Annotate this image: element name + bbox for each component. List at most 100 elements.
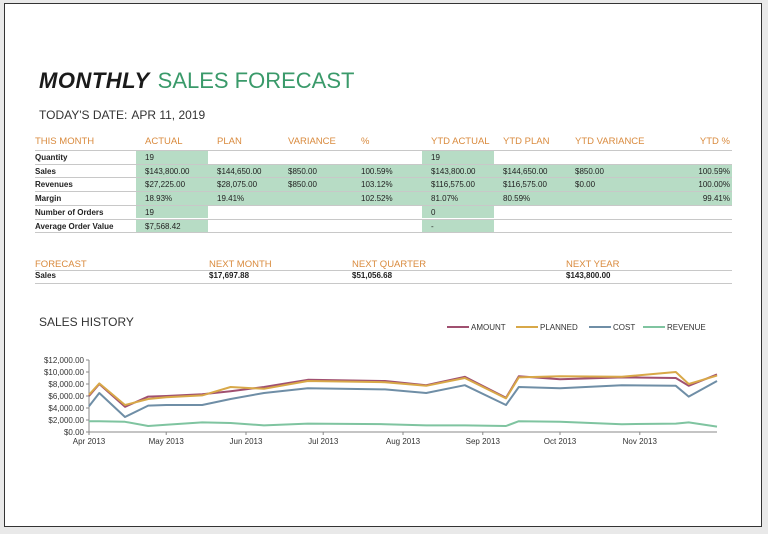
- table-cell: $850.00: [288, 166, 317, 176]
- cell-highlight: [136, 164, 208, 178]
- table-header: THIS MONTH: [35, 136, 95, 147]
- cell-highlight: [494, 164, 732, 178]
- title-bold: MONTHLY: [39, 68, 150, 93]
- table-cell: $850.00: [575, 166, 604, 176]
- forecast-divider: [35, 270, 732, 271]
- table-cell: 19.41%: [217, 194, 245, 204]
- forecast-value: $51,056.68: [352, 271, 393, 280]
- table-cell: 103.12%: [361, 180, 393, 190]
- table-cell: 99.41%: [702, 194, 730, 204]
- table-header: YTD PLAN: [503, 136, 550, 147]
- row-divider: [35, 204, 732, 206]
- cell-highlight: [422, 205, 494, 219]
- table-header: %: [361, 136, 370, 147]
- table-cell: $143,800.00: [145, 166, 190, 176]
- legend-label: AMOUNT: [471, 323, 506, 332]
- table-cell: -: [431, 221, 434, 231]
- cell-highlight: [422, 192, 494, 205]
- row-divider: [35, 232, 732, 234]
- forecast-divider: [35, 283, 732, 284]
- cell-highlight: [494, 178, 732, 192]
- y-tick-label: $2,000.00: [48, 416, 84, 425]
- table-cell: 102.52%: [361, 194, 393, 204]
- row-divider: [35, 150, 732, 151]
- series-line-planned: [88, 371, 718, 406]
- page-title: MONTHLY SALES FORECAST: [39, 68, 354, 94]
- sheet: MONTHLY SALES FORECAST TODAY'S DATE: APR 1…: [4, 3, 762, 527]
- row-label: Quantity: [35, 153, 68, 162]
- forecast-value: $17,697.88: [209, 271, 250, 280]
- row-divider: [35, 163, 732, 165]
- table-cell: 100.00%: [698, 180, 730, 190]
- y-tick-label: $0.00: [64, 428, 85, 437]
- series-line-amount: [88, 373, 718, 408]
- x-tick-label: Sep 2013: [466, 437, 501, 446]
- table-cell: 19: [145, 207, 154, 217]
- table-cell: $116,575.00: [503, 180, 547, 190]
- table-cell: 19: [431, 153, 440, 162]
- row-divider: [35, 177, 732, 179]
- table-cell: 19: [145, 153, 154, 162]
- legend-label: COST: [613, 323, 635, 332]
- x-tick-label: May 2013: [149, 437, 185, 446]
- table-cell: $143,800.00: [431, 166, 476, 176]
- cell-highlight: [422, 151, 494, 164]
- table-cell: $0.00: [575, 180, 596, 190]
- title-light: SALES FORECAST: [157, 68, 355, 93]
- row-label: Revenues: [35, 180, 73, 190]
- y-tick-label: $4,000.00: [48, 404, 84, 413]
- legend-label: PLANNED: [540, 323, 578, 332]
- row-divider: [35, 191, 732, 193]
- cell-highlight: [422, 178, 494, 192]
- forecast-header: NEXT YEAR: [566, 259, 620, 270]
- x-tick-label: Oct 2013: [544, 437, 577, 446]
- table-header: YTD VARIANCE: [575, 136, 645, 147]
- x-tick-label: Jul 2013: [308, 437, 339, 446]
- y-tick-label: $12,000.00: [44, 356, 85, 365]
- row-label: Number of Orders: [35, 207, 104, 217]
- x-tick-label: Aug 2013: [386, 437, 421, 446]
- cell-highlight: [208, 178, 422, 192]
- table-cell: 100.59%: [361, 166, 393, 176]
- cell-highlight: [422, 219, 494, 233]
- legend-label: REVENUE: [667, 323, 706, 332]
- table-header: VARIANCE: [288, 136, 336, 147]
- table-cell: 100.59%: [698, 166, 730, 176]
- cell-highlight: [136, 192, 208, 205]
- cell-highlight: [136, 151, 208, 164]
- table-cell: $144,650.00: [503, 166, 548, 176]
- row-label: Margin: [35, 194, 62, 204]
- table-cell: $850.00: [288, 180, 317, 190]
- y-tick-label: $8,000.00: [48, 380, 84, 389]
- forecast-header: NEXT QUARTER: [352, 259, 427, 270]
- y-tick-label: $10,000.00: [44, 368, 85, 377]
- cell-highlight: [208, 164, 422, 178]
- y-tick-label: $6,000.00: [48, 392, 84, 401]
- table-cell: 18.93%: [145, 194, 173, 204]
- forecast-header: FORECAST: [35, 259, 87, 270]
- table-cell: $116,575.00: [431, 180, 475, 190]
- row-divider: [35, 218, 732, 220]
- x-tick-label: Nov 2013: [623, 437, 658, 446]
- table-header: YTD ACTUAL: [431, 136, 490, 147]
- cell-highlight: [136, 178, 208, 192]
- table-cell: $7,568.42: [145, 221, 181, 231]
- table-cell: 0: [431, 207, 436, 217]
- table-header: YTD %: [699, 136, 730, 147]
- x-tick-label: Jun 2013: [230, 437, 263, 446]
- forecast-row-label: Sales: [35, 271, 56, 280]
- cell-highlight: [494, 192, 732, 205]
- date-label: TODAY'S DATE:: [39, 108, 128, 122]
- cell-highlight: [136, 219, 208, 233]
- table-header: ACTUAL: [145, 136, 183, 147]
- table-cell: 81.07%: [431, 194, 459, 204]
- table-cell: $144,650.00: [217, 166, 262, 176]
- table-header: PLAN: [217, 136, 242, 147]
- todays-date: TODAY'S DATE: APR 11, 2019: [39, 108, 205, 122]
- table-cell: $28,075.00: [217, 180, 258, 190]
- sales-history-title: SALES HISTORY: [39, 315, 134, 329]
- forecast-value: $143,800.00: [566, 271, 611, 280]
- table-cell: 80.59%: [503, 194, 531, 204]
- cell-highlight: [208, 192, 422, 205]
- table-cell: $27,225.00: [145, 180, 186, 190]
